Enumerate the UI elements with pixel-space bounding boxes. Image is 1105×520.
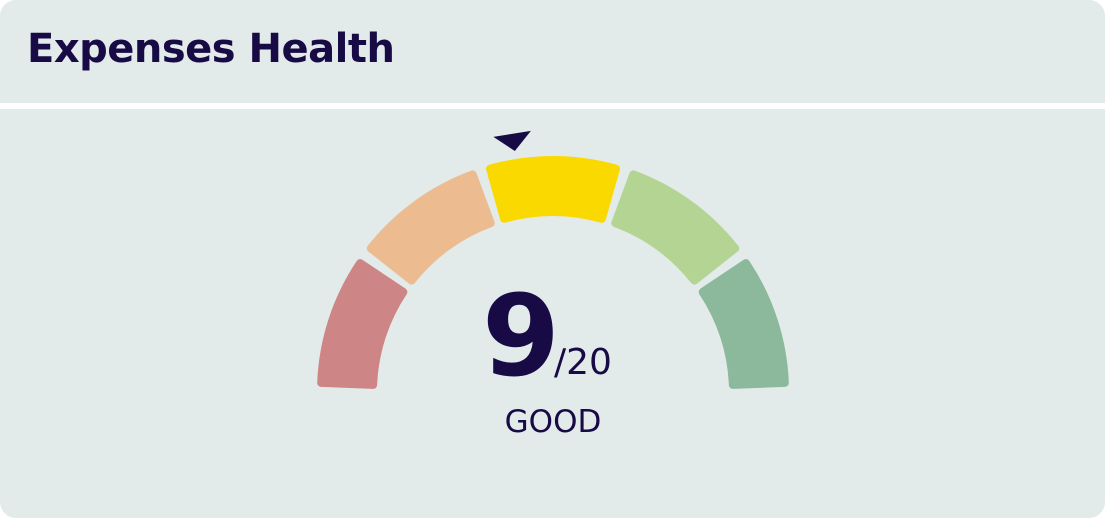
gauge-segment [366,170,495,285]
card-title: Expenses Health [27,26,395,72]
rating: GOOD [505,404,602,440]
gauge-segment [486,156,620,223]
score: 9 [482,272,560,402]
gauge-segment [317,259,408,389]
gauge-pointer [493,130,531,152]
gauge: 9 /20 GOOD [317,130,789,440]
gauge-segment [611,170,740,285]
card-header: Expenses Health [0,0,1105,109]
score-max: /20 [554,342,612,383]
gauge-segment [698,259,789,389]
